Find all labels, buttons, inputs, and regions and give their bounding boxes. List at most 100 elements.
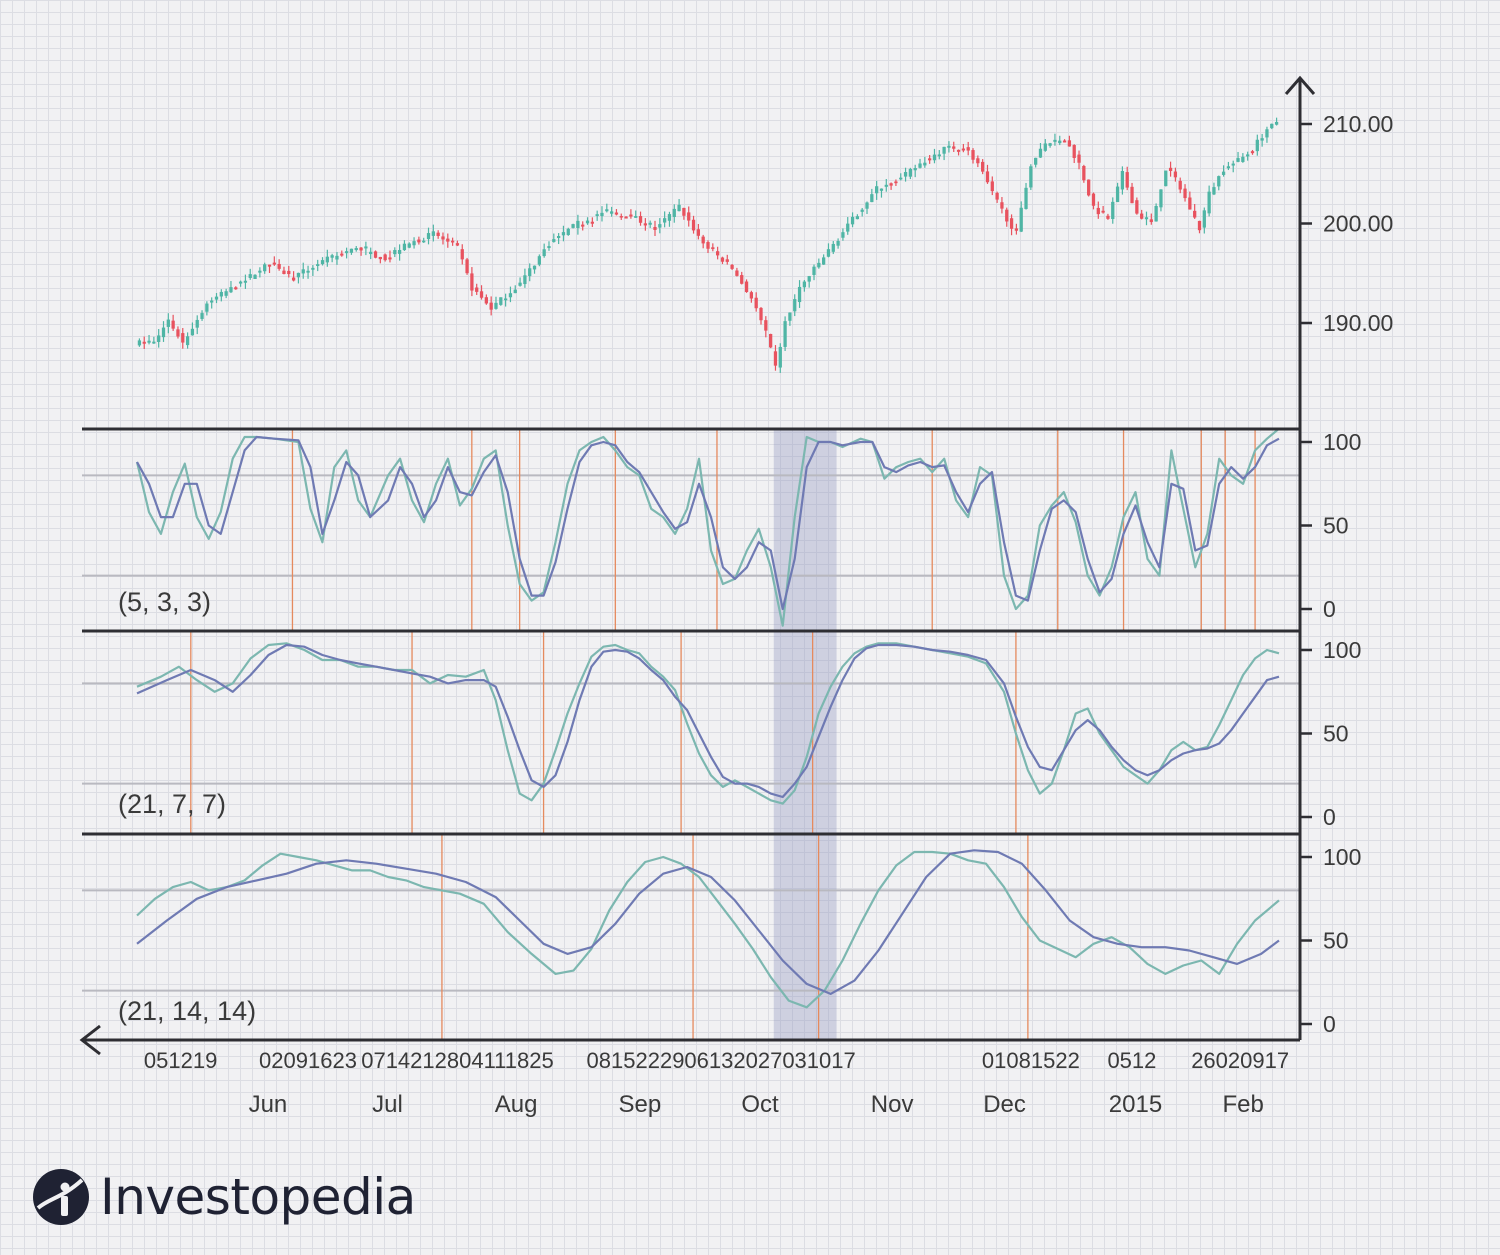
- candle-body: [932, 154, 937, 161]
- candle-body: [1130, 186, 1134, 204]
- candle-body: [556, 236, 561, 238]
- candle-body: [1009, 218, 1014, 229]
- candle-body: [185, 336, 190, 346]
- date-labels: 051219 02091623 0714212804111825 0815222906…: [144, 1048, 1289, 1073]
- candle-body: [335, 255, 339, 260]
- signal-lines: [190, 430, 1256, 1040]
- candle-body: [1241, 156, 1245, 162]
- oscillator-tick-label: 100: [1323, 844, 1361, 870]
- candle-body: [759, 307, 763, 321]
- candle-body: [836, 240, 840, 246]
- candle-body: [595, 214, 599, 216]
- candle-body: [1260, 138, 1264, 141]
- candle-body: [1270, 123, 1274, 129]
- candle-body: [1197, 220, 1202, 231]
- candle-body: [402, 243, 407, 251]
- candle-body: [923, 162, 927, 166]
- candle-body: [1226, 166, 1231, 169]
- candle-body: [581, 224, 585, 227]
- fast-line: [136, 642, 1280, 805]
- month-label: Feb: [1222, 1091, 1263, 1118]
- candle-body: [691, 219, 696, 231]
- candle-body: [1034, 157, 1038, 165]
- candle-body: [330, 255, 334, 258]
- oscillator-tick-label: 100: [1323, 637, 1361, 663]
- date-label: 0714212804111825: [361, 1048, 554, 1073]
- candle-body: [590, 221, 594, 224]
- candle-body: [778, 346, 782, 368]
- candle-body: [325, 256, 329, 263]
- candle-body: [291, 277, 296, 281]
- highlight-band: [773, 430, 837, 1040]
- oscillator-tick-label: 100: [1323, 429, 1361, 455]
- candle-body: [865, 202, 869, 209]
- candle-body: [248, 274, 252, 278]
- slow-line: [136, 849, 1280, 995]
- month-label: Oct: [741, 1091, 779, 1118]
- candle-body: [624, 216, 628, 219]
- candle-body: [489, 302, 493, 310]
- candle-body: [484, 297, 488, 304]
- candle-body: [161, 327, 166, 338]
- slow-line: [136, 435, 1280, 611]
- candle-body: [850, 216, 855, 225]
- candle-body: [682, 207, 686, 216]
- date-label: 01081522: [982, 1048, 1080, 1073]
- candle-body: [711, 247, 715, 250]
- candle-body: [585, 220, 590, 224]
- candle-body: [383, 254, 387, 261]
- candle-body: [393, 250, 397, 255]
- candle-body: [152, 341, 156, 344]
- period-label-fast: (5, 3, 3): [118, 587, 211, 617]
- candle-body: [942, 146, 946, 154]
- date-label: 0815222906132027031017: [587, 1048, 856, 1073]
- candle-body: [831, 243, 835, 252]
- candle-body: [1043, 143, 1047, 151]
- candle-body: [523, 275, 527, 285]
- oscillator-tick-label: 50: [1323, 928, 1349, 954]
- candle-body: [518, 282, 522, 286]
- month-label: 2015: [1109, 1091, 1162, 1118]
- candle-body: [311, 267, 315, 270]
- candle-body: [1135, 200, 1139, 214]
- candle-body: [855, 216, 860, 220]
- candle-body: [547, 246, 551, 249]
- candle-body: [475, 287, 479, 292]
- candle-body: [528, 268, 532, 277]
- candle-body: [1221, 171, 1226, 175]
- candle-body: [166, 319, 170, 327]
- candle-body: [296, 272, 301, 278]
- candle-body: [971, 150, 975, 160]
- candle-body: [638, 216, 643, 223]
- candle-body: [730, 264, 734, 269]
- candle-body: [238, 281, 243, 284]
- price-candles: [137, 117, 1279, 373]
- date-label: 26020917: [1191, 1048, 1289, 1073]
- candle-body: [995, 192, 999, 200]
- candle-body: [687, 212, 691, 221]
- candle-body: [1246, 154, 1250, 157]
- candle-body: [658, 224, 662, 228]
- candle-body: [1159, 189, 1163, 208]
- candle-body: [841, 232, 845, 238]
- month-labels: Jun Jul Aug Sep Oct Nov Dec 2015 Feb: [249, 1091, 1264, 1118]
- candle-body: [609, 211, 614, 214]
- candle-body: [715, 251, 720, 256]
- candle-body: [195, 319, 199, 328]
- candle-body: [773, 351, 778, 366]
- candle-body: [263, 264, 267, 272]
- candle-body: [783, 321, 787, 347]
- candle-body: [301, 269, 305, 274]
- candle-body: [1072, 145, 1076, 158]
- candle-body: [629, 214, 633, 217]
- candle-body: [181, 333, 185, 343]
- candle-body: [735, 270, 739, 276]
- candle-body: [508, 293, 513, 298]
- candle-body: [499, 297, 503, 305]
- candle-body: [797, 286, 802, 303]
- oscillator-tick-label: 0: [1323, 596, 1336, 622]
- candle-body: [667, 214, 672, 221]
- price-tick-label: 200.00: [1323, 211, 1393, 237]
- candle-body: [513, 289, 517, 294]
- candle-body: [952, 146, 956, 149]
